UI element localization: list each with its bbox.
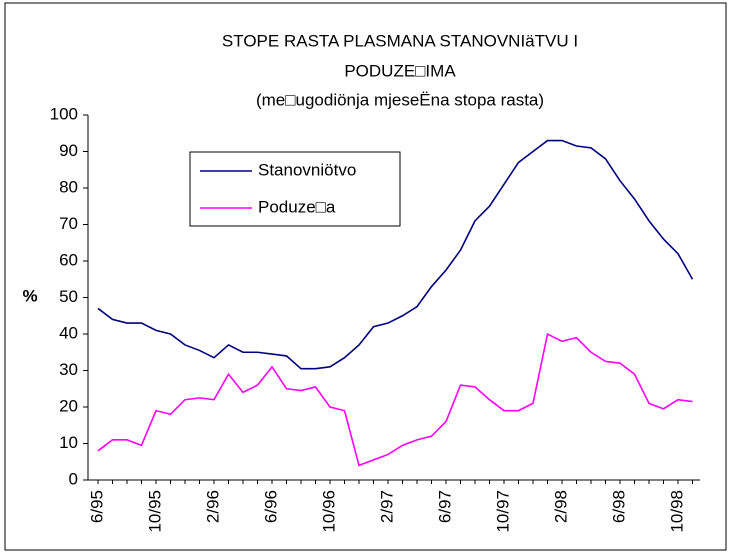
y-tick-label: 80	[59, 177, 78, 196]
series-line	[97, 139, 694, 370]
x-tick-label: 6/97	[435, 490, 454, 523]
y-tick-label: 60	[59, 250, 78, 269]
chart-title: STOPE RASTA PLASMANA STANOVNIäTVU I	[222, 31, 578, 50]
y-tick-label: 100	[50, 104, 78, 123]
x-tick-label: 2/97	[377, 490, 396, 523]
x-tick-label: 2/96	[203, 490, 222, 523]
x-tick-label: 2/98	[551, 490, 570, 523]
legend	[189, 151, 401, 227]
y-tick-label: 10	[59, 433, 78, 452]
y-tick-label: 70	[59, 214, 78, 233]
y-axis-label: %	[22, 286, 37, 305]
y-tick-label: 90	[59, 141, 78, 160]
series-line	[97, 332, 693, 467]
x-tick-label: 10/98	[667, 490, 686, 533]
y-tick-label: 20	[59, 396, 78, 415]
frame	[4, 2, 727, 551]
y-tick-label: 40	[59, 323, 78, 342]
chart-subtitle: (me□ugodiönja mjeseËna stopa rasta)	[256, 90, 544, 109]
legend-label: Poduze□a	[258, 197, 336, 216]
x-tick-label: 6/96	[261, 490, 280, 523]
y-tick-label: 50	[59, 287, 78, 306]
x-tick-label: 6/95	[87, 490, 106, 523]
legend-label: Stanovniötvo	[258, 160, 356, 179]
x-tick-label: 10/97	[493, 490, 512, 533]
y-tick-label: 0	[69, 469, 78, 488]
x-tick-label: 10/95	[145, 490, 164, 533]
chart-title: PODUZE□IMA	[344, 61, 456, 80]
x-tick-label: 6/98	[609, 490, 628, 523]
x-tick-label: 10/96	[319, 490, 338, 533]
y-tick-label: 30	[59, 360, 78, 379]
